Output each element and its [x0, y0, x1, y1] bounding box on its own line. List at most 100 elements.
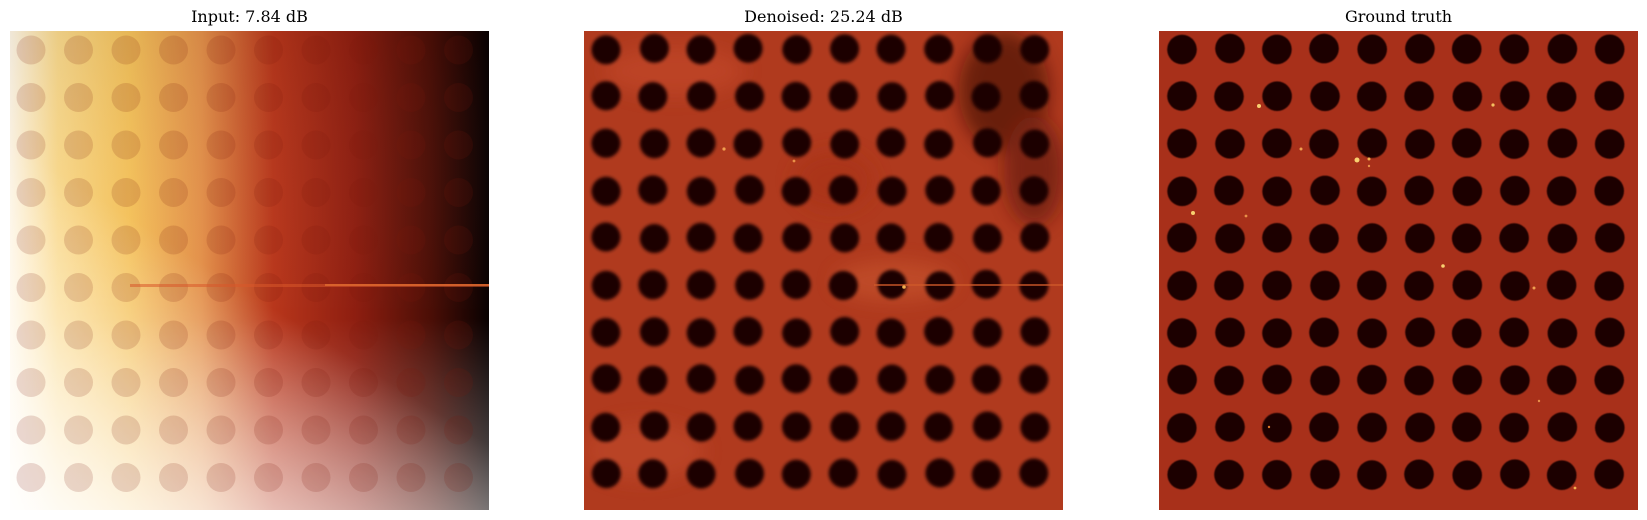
hole: [111, 178, 141, 207]
hole: [1020, 129, 1050, 159]
hole: [686, 459, 716, 489]
hole: [1499, 34, 1529, 64]
hole: [1499, 223, 1529, 253]
hole: [254, 225, 283, 255]
hole: [1594, 81, 1625, 111]
hole: [1547, 34, 1578, 64]
hole: [733, 411, 763, 441]
hole: [254, 83, 283, 112]
hole: [159, 83, 188, 112]
hole: [396, 415, 426, 445]
hole: [396, 368, 426, 397]
hole: [972, 318, 1002, 348]
hole: [591, 128, 621, 158]
hole: [782, 128, 812, 158]
hole: [1357, 223, 1387, 253]
hole: [1020, 35, 1050, 64]
hole: [1547, 318, 1578, 349]
hole: [973, 34, 1002, 64]
hole: [1594, 176, 1624, 206]
hole: [925, 458, 955, 488]
hole: [1547, 128, 1578, 158]
hole: [1019, 458, 1049, 488]
hole: [924, 129, 954, 159]
hole: [686, 412, 716, 442]
hole: [686, 128, 716, 158]
hole: [1167, 81, 1197, 111]
hole: [1357, 81, 1387, 112]
hole: [206, 273, 236, 302]
hole: [1309, 33, 1339, 64]
hole: [64, 130, 93, 160]
hole: [16, 415, 46, 445]
hole: [733, 317, 763, 346]
hole: [1020, 222, 1050, 252]
hole: [254, 320, 283, 350]
hole: [64, 463, 93, 492]
hole: [830, 223, 860, 253]
hole: [830, 412, 860, 442]
denoised-hole-grid: [591, 33, 1050, 490]
hole: [781, 270, 811, 300]
hole: [1594, 129, 1625, 159]
hole: [1546, 82, 1577, 112]
hole: [1594, 459, 1624, 490]
hole: [349, 368, 378, 397]
hole: [349, 130, 378, 160]
hole: [781, 176, 811, 206]
hole: [1546, 460, 1577, 491]
hole: [396, 320, 426, 350]
hole: [206, 415, 236, 445]
hole: [1405, 34, 1435, 64]
hole: [254, 178, 283, 207]
hole: [1500, 271, 1530, 301]
hole: [1405, 317, 1435, 348]
hole: [686, 176, 716, 206]
hole: [111, 35, 141, 65]
hole: [1167, 222, 1197, 253]
hole: [64, 415, 93, 445]
hole: [1019, 364, 1049, 394]
hole: [686, 270, 716, 300]
hole: [396, 463, 426, 492]
hole: [876, 34, 906, 64]
hole: [159, 415, 188, 445]
hole: [1499, 129, 1529, 159]
hole: [1500, 365, 1530, 396]
hole: [16, 368, 46, 397]
panel-denoised: Denoised: 25.24 dB: [584, 0, 1063, 520]
hole: [111, 83, 141, 112]
hole: [828, 81, 858, 111]
hole: [1019, 80, 1049, 110]
hole: [301, 415, 331, 445]
hole: [877, 176, 907, 206]
hole: [1357, 318, 1387, 349]
ground-truth-image: [1159, 31, 1638, 510]
hole: [735, 459, 765, 488]
hole: [1214, 459, 1244, 490]
hole: [444, 130, 473, 160]
hole: [1310, 81, 1340, 112]
hole: [301, 368, 331, 397]
hole: [349, 463, 378, 492]
hole: [16, 83, 46, 112]
hole: [349, 178, 378, 207]
hole: [1452, 365, 1482, 395]
hole: [16, 35, 46, 65]
ground-truth-image-canvas: [1159, 31, 1638, 510]
hole: [301, 463, 331, 492]
input-image: [10, 31, 489, 510]
hole: [16, 178, 46, 207]
hole: [1214, 365, 1244, 396]
hole: [1451, 128, 1482, 158]
hole: [1500, 459, 1530, 490]
hole: [591, 364, 621, 394]
hole: [686, 35, 716, 65]
hole: [782, 412, 811, 442]
hole: [444, 463, 473, 492]
hole: [444, 273, 473, 302]
input-scan-line: [130, 284, 489, 287]
hole: [877, 82, 907, 112]
hole: [1167, 176, 1197, 207]
hole: [1452, 412, 1482, 443]
